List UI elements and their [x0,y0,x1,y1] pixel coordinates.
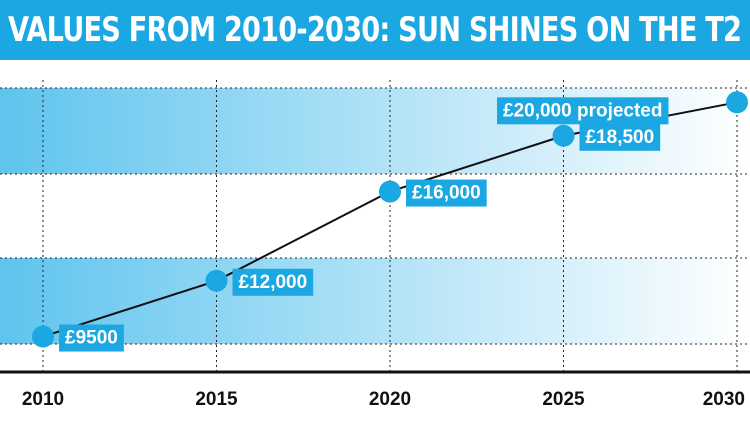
x-axis-ticks: 2010 2015 2020 2025 2030 [22,389,745,410]
data-label-text: £12,000 [239,272,308,293]
data-label-text: £9500 [65,328,118,349]
data-point-2025 [552,124,575,147]
data-label-box [497,97,669,125]
data-label-box [579,123,661,151]
data-label-box [59,324,124,352]
x-tick-label-2010: 2010 [22,389,64,410]
x-tick-label-2025: 2025 [542,389,585,410]
data-label-text: £20,000 projected [503,100,662,121]
data-label-text: £16,000 [412,183,481,204]
band-bottom [0,258,750,344]
data-point-2010 [32,325,54,348]
data-label-2025: £18,500 [579,123,661,151]
data-label-text: £18,500 [586,127,655,148]
x-tick-label-2030: 2030 [703,389,745,410]
x-tick-label-2015: 2015 [195,389,238,410]
x-tick-label-2020: 2020 [369,389,411,410]
data-label-box [232,268,314,296]
chart-title: VALUES FROM 2010-2030: SUN SHINES ON THE… [8,10,742,50]
grid-lines [0,80,750,374]
data-labels: £9500 £12,000 £16,000 £18,500 £20,000 projec… [59,97,669,352]
data-point-2015 [205,269,228,292]
data-label-2010: £9500 [59,324,124,352]
data-label-2030: £20,000 projected [497,97,669,125]
data-points [32,91,748,348]
title-bar: VALUES FROM 2010-2030: SUN SHINES ON THE… [0,0,750,60]
data-label-2020: £16,000 [406,179,487,207]
data-label-2015: £12,000 [232,268,314,296]
data-point-2030 [726,91,748,114]
data-label-box [406,179,487,207]
data-point-2020 [379,180,401,203]
